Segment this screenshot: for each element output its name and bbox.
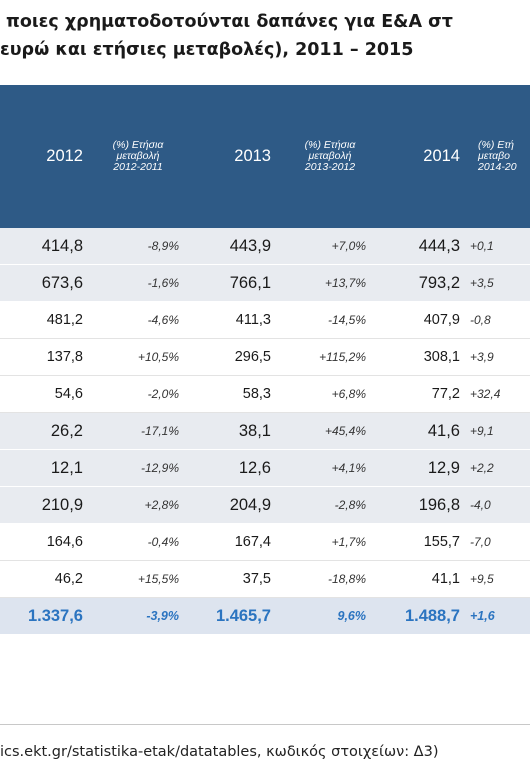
header-change-2013-2012: (%) Ετήσια μεταβολή 2013-2012 — [285, 85, 375, 228]
value-2014-cell: 308,1 — [423, 349, 460, 365]
value-2014-cell: 155,7 — [423, 534, 460, 550]
change-2013-2012-cell: +1,7% — [331, 535, 366, 549]
value-2012-cell: 12,1 — [50, 458, 83, 477]
change-2013-2012-cell: +4,1% — [331, 461, 366, 475]
change-2012-2011-cell: -12,9% — [140, 461, 179, 475]
change-2014-2013-cell: +3,9 — [470, 350, 494, 364]
change-2013-2012-cell: 9,6% — [337, 609, 367, 623]
change-2014-2013-cell: +9,5 — [470, 572, 494, 586]
source-note: ics.ekt.gr/statistika-etak/datatables, κ… — [0, 744, 439, 760]
header-change-line: μεταβολή — [116, 150, 160, 162]
change-2013-2012-cell: +13,7% — [324, 276, 366, 290]
change-2014-2013-cell: +1,6 — [470, 609, 495, 623]
total-row: 1.337,6 -3,9% 1.465,7 9,6% 1.488,7 +1,6 — [0, 598, 530, 635]
value-2014-cell: 12,9 — [427, 458, 460, 477]
header-change-line: (%) Ετήσια — [112, 139, 164, 151]
value-2012-cell: 46,2 — [54, 571, 83, 587]
change-2013-2012-cell: -14,5% — [327, 313, 366, 327]
table-row: 12,1 -12,9% 12,6 +4,1% 12,9 +2,2 — [0, 450, 530, 487]
change-2013-2012-cell: +6,8% — [331, 387, 366, 401]
value-2014-cell: 793,2 — [418, 273, 460, 292]
value-2012-cell: 673,6 — [41, 273, 83, 292]
header-change-line: μεταβολή — [308, 150, 352, 162]
change-2013-2012-cell: -18,8% — [327, 572, 366, 586]
table-bottom-rule — [0, 724, 530, 725]
change-2014-2013-cell: +2,2 — [470, 461, 494, 475]
change-2014-2013-cell: +9,1 — [470, 424, 494, 438]
change-2014-2013-cell: -4,0 — [470, 498, 491, 512]
value-2014-cell: 41,6 — [427, 421, 460, 440]
table-row: 164,6 -0,4% 167,4 +1,7% 155,7 -7,0 — [0, 524, 530, 561]
table-title-line-2: ευρώ και ετήσιες μεταβολές), 2011 – 2015 — [0, 40, 414, 60]
change-2012-2011-cell: -2,0% — [147, 387, 179, 401]
value-2014-cell: 196,8 — [418, 495, 460, 514]
table-row: 414,8 -8,9% 443,9 +7,0% 444,3 +0,1 — [0, 228, 530, 265]
change-2014-2013-cell: +0,1 — [470, 239, 494, 253]
value-2013-cell: 58,3 — [242, 386, 271, 402]
change-2013-2012-cell: +115,2% — [319, 350, 366, 364]
value-2013-cell: 766,1 — [229, 273, 271, 292]
value-2013-cell: 443,9 — [229, 236, 271, 255]
change-2012-2011-cell: +2,8% — [144, 498, 179, 512]
value-2012-cell: 210,9 — [41, 495, 83, 514]
value-2014-cell: 77,2 — [431, 386, 460, 402]
value-2013-cell: 12,6 — [238, 458, 271, 477]
table-row: 210,9 +2,8% 204,9 -2,8% 196,8 -4,0 — [0, 487, 530, 524]
value-2012-cell: 164,6 — [46, 534, 83, 550]
value-2012-cell: 54,6 — [54, 386, 83, 402]
header-year-2013: 2013 — [234, 147, 271, 165]
value-2012-cell: 481,2 — [46, 312, 83, 328]
header-change-line: 2013-2012 — [304, 161, 356, 173]
change-2012-2011-cell: -0,4% — [147, 535, 179, 549]
header-change-line: 2012-2011 — [113, 161, 163, 173]
table-row: 46,2 +15,5% 37,5 -18,8% 41,1 +9,5 — [0, 561, 530, 598]
change-2012-2011-cell: -1,6% — [147, 276, 179, 290]
value-2014-cell: 1.488,7 — [404, 606, 460, 625]
change-2014-2013-cell: -0,8 — [470, 313, 491, 327]
header-change-line: (%) Ετήσια — [304, 139, 356, 151]
change-2013-2012-cell: +7,0% — [331, 239, 366, 253]
change-2014-2013-cell: -7,0 — [470, 535, 491, 549]
value-2013-cell: 38,1 — [238, 421, 271, 440]
header-change-line: 2014-20 — [478, 161, 517, 173]
change-2012-2011-cell: +15,5% — [137, 572, 179, 586]
value-2014-cell: 444,3 — [418, 236, 460, 255]
table-title-line-1: ποιες χρηματοδοτούνται δαπάνες για Ε&Α σ… — [6, 12, 453, 32]
value-2014-cell: 407,9 — [423, 312, 460, 328]
value-2012-cell: 414,8 — [41, 236, 83, 255]
change-2012-2011-cell: -8,9% — [147, 239, 179, 253]
value-2013-cell: 37,5 — [242, 571, 271, 587]
header-change-line: (%) Ετή — [478, 139, 515, 151]
change-2013-2012-cell: -2,8% — [334, 498, 366, 512]
value-2012-cell: 1.337,6 — [27, 606, 83, 625]
table-header: 2012 (%) Ετήσια μεταβολή 2012-2011 2013 … — [0, 85, 530, 228]
value-2013-cell: 1.465,7 — [215, 606, 271, 625]
value-2013-cell: 296,5 — [234, 349, 271, 365]
table-row: 26,2 -17,1% 38,1 +45,4% 41,6 +9,1 — [0, 413, 530, 450]
header-year-2014: 2014 — [423, 147, 460, 165]
change-2014-2013-cell: +32,4 — [470, 387, 501, 401]
change-2014-2013-cell: +3,5 — [470, 276, 494, 290]
table-row: 673,6 -1,6% 766,1 +13,7% 793,2 +3,5 — [0, 265, 530, 302]
change-2012-2011-cell: -17,1% — [140, 424, 179, 438]
header-change-line: μεταβο — [478, 150, 510, 162]
header-change-2012-2011: (%) Ετήσια μεταβολή 2012-2011 — [96, 85, 180, 228]
value-2013-cell: 411,3 — [235, 312, 271, 328]
header-year-2012: 2012 — [46, 147, 83, 165]
table-row: 54,6 -2,0% 58,3 +6,8% 77,2 +32,4 — [0, 376, 530, 413]
value-2013-cell: 167,4 — [234, 534, 271, 550]
value-2012-cell: 137,8 — [46, 349, 83, 365]
value-2013-cell: 204,9 — [229, 495, 271, 514]
value-2014-cell: 41,1 — [431, 571, 460, 587]
table-row: 137,8 +10,5% 296,5 +115,2% 308,1 +3,9 — [0, 339, 530, 376]
change-2013-2012-cell: +45,4% — [324, 424, 366, 438]
header-change-2014-2013: (%) Ετή μεταβο 2014-20 — [478, 85, 530, 228]
change-2012-2011-cell: -3,9% — [146, 609, 179, 623]
table-row: 481,2 -4,6% 411,3 -14,5% 407,9 -0,8 — [0, 302, 530, 339]
change-2012-2011-cell: +10,5% — [137, 350, 179, 364]
change-2012-2011-cell: -4,6% — [147, 313, 179, 327]
value-2012-cell: 26,2 — [50, 421, 83, 440]
